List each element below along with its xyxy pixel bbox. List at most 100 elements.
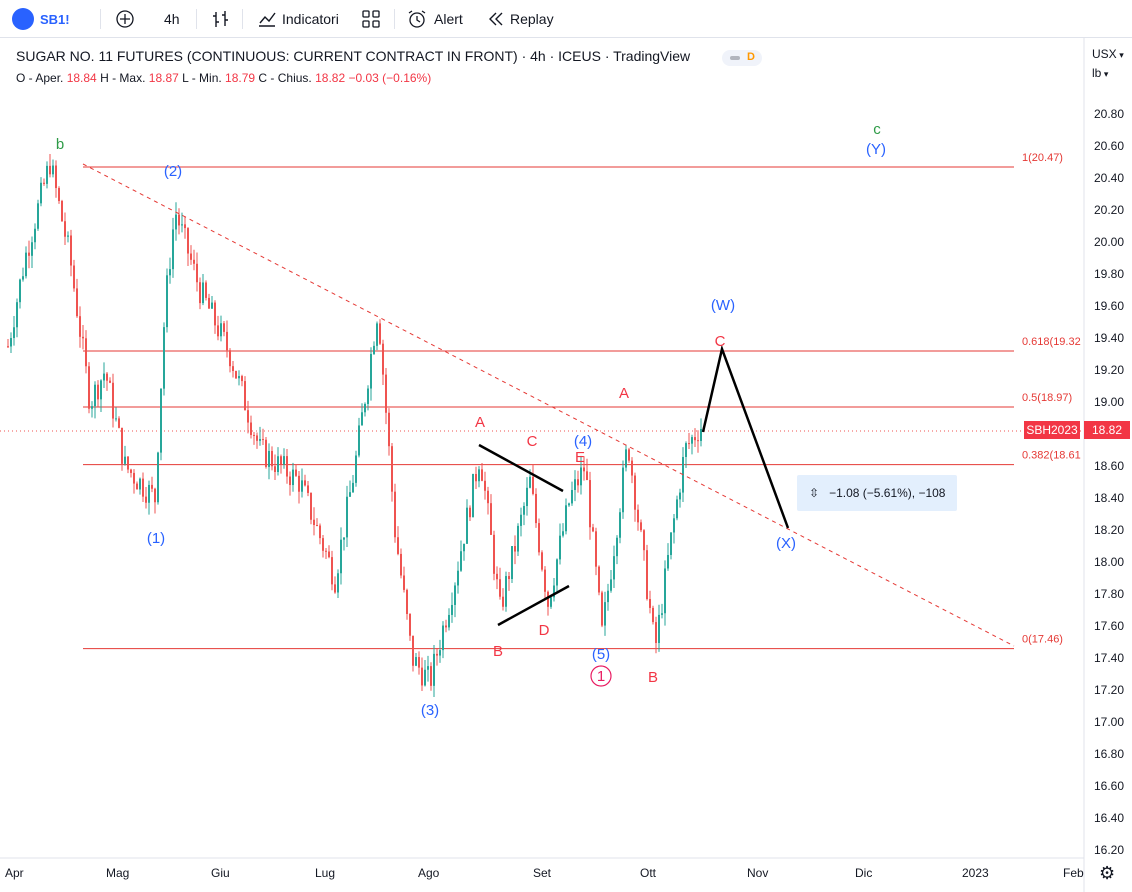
- settings-icon[interactable]: ⚙: [1099, 863, 1116, 883]
- candle-body: [268, 450, 270, 467]
- candle-body: [7, 346, 9, 348]
- candle-body: [598, 566, 600, 593]
- candle-body: [478, 469, 480, 482]
- close-label: C - Chius.: [258, 71, 312, 85]
- price-tick-label: 17.80: [1094, 587, 1125, 602]
- candle-body: [634, 475, 636, 510]
- wave-label[interactable]: (X): [776, 535, 796, 552]
- candle-body: [244, 381, 246, 411]
- candle-body: [532, 476, 534, 494]
- candle-body: [589, 480, 591, 528]
- high-value: 18.87: [148, 71, 179, 85]
- candle-body: [349, 492, 351, 497]
- data-status-badge[interactable]: D: [722, 50, 762, 66]
- wave-label[interactable]: C: [527, 433, 538, 450]
- indicators-button[interactable]: Indicatori: [256, 0, 339, 38]
- price-tick-label: 18.40: [1094, 491, 1125, 506]
- unit-selector[interactable]: lb ▾: [1092, 66, 1108, 80]
- candle-body: [103, 373, 105, 381]
- candle-body: [175, 214, 177, 230]
- wave-label[interactable]: b: [56, 136, 64, 153]
- candle-body: [70, 235, 72, 266]
- candle-body: [19, 279, 21, 303]
- wave-label[interactable]: A: [619, 385, 629, 402]
- time-tick-label: Apr: [5, 866, 24, 880]
- candle-body: [148, 484, 150, 503]
- candle-body: [169, 269, 171, 276]
- price-tick-label: 16.80: [1094, 747, 1125, 762]
- candle-body: [43, 182, 45, 184]
- candle-body: [619, 512, 621, 538]
- candle-body: [115, 418, 117, 420]
- candle-body: [571, 489, 573, 504]
- replay-button[interactable]: Replay: [486, 0, 554, 38]
- alert-label: Alert: [434, 11, 463, 27]
- candle-body: [679, 492, 681, 500]
- candle-body: [451, 604, 453, 615]
- wave-label[interactable]: B: [648, 669, 658, 686]
- alert-button[interactable]: Alert: [406, 0, 463, 38]
- price-tick-label: 17.20: [1094, 683, 1125, 698]
- wave-label[interactable]: (4): [574, 433, 592, 450]
- wave-label[interactable]: (W): [711, 297, 735, 314]
- candle-body: [31, 242, 33, 256]
- candle-body: [313, 519, 315, 526]
- interval-label: 4h: [164, 11, 180, 27]
- candle-body: [370, 353, 372, 389]
- candle-body: [226, 331, 228, 351]
- candle-body: [16, 302, 18, 328]
- price-tick-label: 16.60: [1094, 779, 1125, 794]
- symbol-search[interactable]: SB1!: [12, 0, 70, 38]
- wave-circle-marker: [590, 665, 612, 687]
- compare-button[interactable]: [114, 0, 136, 38]
- candle-body: [649, 599, 651, 608]
- candle-body: [364, 403, 366, 413]
- wave-label[interactable]: (Y): [866, 141, 886, 158]
- layout-button[interactable]: [360, 0, 382, 38]
- candle-body: [685, 443, 687, 457]
- wave-label[interactable]: C: [715, 333, 726, 350]
- chart-type-button[interactable]: [210, 0, 232, 38]
- wave-label[interactable]: c: [873, 121, 881, 138]
- candle-body: [307, 485, 309, 493]
- triangle-upper-line[interactable]: [478, 443, 564, 493]
- candle-body: [595, 531, 597, 567]
- candle-body: [301, 480, 303, 492]
- wave-label[interactable]: (1): [147, 530, 165, 547]
- wave-label[interactable]: A: [475, 414, 485, 431]
- change-value: −0.03 (−0.16%): [348, 71, 432, 85]
- candle-body: [376, 323, 378, 346]
- candle-body: [343, 537, 345, 540]
- wave-label[interactable]: (3): [421, 702, 439, 719]
- candle-body: [205, 282, 207, 298]
- candle-body: [547, 591, 549, 607]
- price-tick-label: 19.40: [1094, 331, 1125, 346]
- trendline-dashed[interactable]: [82, 163, 1015, 647]
- candle-body: [568, 503, 570, 506]
- triangle-lower-line[interactable]: [497, 584, 570, 627]
- price-tick-label: 18.00: [1094, 555, 1125, 570]
- currency-selector[interactable]: USX ▾: [1092, 47, 1124, 61]
- low-label: L - Min.: [182, 71, 222, 85]
- candle-body: [64, 221, 66, 237]
- candle-body: [298, 475, 300, 492]
- candle-body: [280, 456, 282, 465]
- candle-body: [646, 550, 648, 600]
- price-tick-label: 19.20: [1094, 363, 1125, 378]
- candle-body: [373, 345, 375, 354]
- wave-label[interactable]: B: [493, 643, 503, 660]
- wave-label[interactable]: E: [575, 449, 585, 466]
- candle-body: [538, 523, 540, 553]
- interval-button[interactable]: 4h: [164, 0, 180, 38]
- candle-body: [346, 496, 348, 538]
- wave-label[interactable]: D: [539, 622, 550, 639]
- candle-body: [277, 456, 279, 473]
- wave-label[interactable]: (2): [164, 163, 182, 180]
- price-range-measure[interactable]: ⇳ −1.08 (−5.61%), −108: [797, 475, 957, 511]
- candle-body: [511, 546, 513, 580]
- wave-label[interactable]: (5): [592, 646, 610, 663]
- price-chart[interactable]: 1(20.47) 0.618(19.32 0.5(18.97) 0.382(18.61…: [0, 38, 1132, 892]
- wave-label[interactable]: 1: [597, 668, 605, 685]
- projection-path[interactable]: [701, 344, 790, 529]
- candle-body: [124, 456, 126, 464]
